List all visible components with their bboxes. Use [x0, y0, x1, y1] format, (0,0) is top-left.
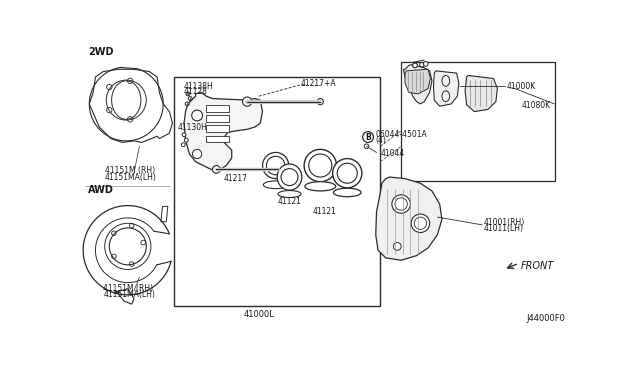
Text: B: B	[365, 132, 371, 141]
Polygon shape	[433, 71, 459, 106]
Text: 41151M (RH): 41151M (RH)	[103, 284, 154, 293]
Text: 41121: 41121	[312, 207, 337, 216]
Polygon shape	[184, 92, 262, 169]
Ellipse shape	[281, 169, 298, 186]
Circle shape	[424, 62, 428, 66]
Circle shape	[364, 144, 369, 148]
Ellipse shape	[308, 154, 332, 177]
Text: 41151MA(LH): 41151MA(LH)	[103, 291, 155, 299]
Bar	[206, 106, 230, 112]
Text: 06044-4501A: 06044-4501A	[376, 130, 428, 139]
Circle shape	[185, 102, 189, 106]
Circle shape	[109, 228, 147, 265]
Circle shape	[363, 132, 373, 142]
Polygon shape	[376, 177, 442, 260]
Ellipse shape	[266, 156, 285, 175]
Circle shape	[192, 110, 202, 121]
Circle shape	[273, 167, 278, 172]
Ellipse shape	[304, 150, 337, 182]
Text: 41138H: 41138H	[184, 82, 214, 91]
Bar	[401, 62, 555, 181]
Ellipse shape	[333, 188, 361, 197]
Ellipse shape	[305, 182, 336, 191]
Text: 41217+A: 41217+A	[301, 78, 337, 88]
Ellipse shape	[278, 190, 301, 198]
Ellipse shape	[262, 153, 289, 179]
Circle shape	[184, 138, 188, 142]
Bar	[206, 115, 230, 122]
Circle shape	[186, 92, 190, 96]
Polygon shape	[403, 65, 432, 104]
Bar	[206, 135, 230, 142]
Text: FRONT: FRONT	[520, 261, 554, 271]
Text: 41000K: 41000K	[507, 82, 536, 91]
Text: 41080K: 41080K	[522, 101, 551, 110]
Text: 41128: 41128	[184, 87, 208, 96]
Circle shape	[188, 97, 192, 100]
Circle shape	[212, 166, 220, 173]
Circle shape	[181, 143, 185, 147]
Text: 41151MA(LH): 41151MA(LH)	[105, 173, 157, 182]
Circle shape	[317, 99, 323, 105]
Ellipse shape	[333, 158, 362, 188]
Ellipse shape	[263, 181, 288, 189]
Text: 41000L: 41000L	[243, 310, 274, 319]
Circle shape	[182, 133, 186, 137]
Circle shape	[278, 170, 283, 175]
Ellipse shape	[337, 163, 357, 183]
Text: 41011(LH): 41011(LH)	[484, 224, 524, 233]
Bar	[206, 125, 230, 132]
Circle shape	[193, 150, 202, 158]
Text: J44000F0: J44000F0	[526, 314, 565, 323]
Text: 41217: 41217	[224, 174, 248, 183]
Polygon shape	[405, 69, 431, 94]
Circle shape	[411, 214, 429, 232]
Ellipse shape	[277, 164, 302, 190]
Text: (4): (4)	[376, 137, 387, 145]
Bar	[174, 77, 380, 307]
Polygon shape	[465, 76, 497, 112]
Circle shape	[243, 97, 252, 106]
Text: 41151M (RH): 41151M (RH)	[105, 166, 155, 176]
Text: AWD: AWD	[88, 185, 114, 195]
Circle shape	[392, 195, 410, 213]
Circle shape	[394, 243, 401, 250]
Text: 41121: 41121	[278, 197, 302, 206]
Text: 41044: 41044	[380, 150, 404, 158]
Text: 41130H: 41130H	[178, 122, 208, 132]
Text: 41001(RH): 41001(RH)	[484, 218, 525, 227]
Circle shape	[413, 63, 417, 68]
Text: 2WD: 2WD	[88, 46, 113, 57]
